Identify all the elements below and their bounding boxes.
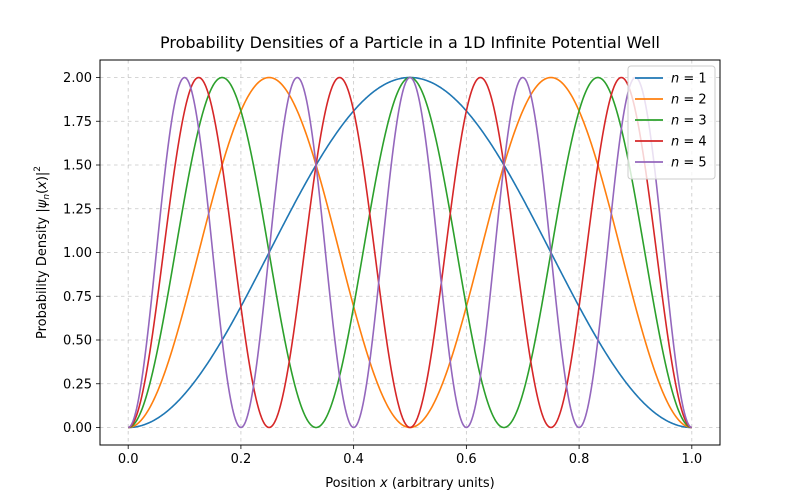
y-axis-title: Probability Density |ψn(x)|2 [33, 166, 52, 339]
legend-label-var: n [671, 72, 679, 87]
chart-title: Probability Densities of a Particle in a… [160, 33, 660, 52]
legend-label-value: = 1 [679, 72, 706, 87]
y-tick-label: 0.50 [63, 334, 92, 349]
legend-box [627, 65, 716, 180]
y-axis-title-sup: 2 [33, 166, 43, 172]
series-lines [127, 76, 693, 429]
y-axis-title-post: )| [35, 172, 50, 181]
y-axis-title-x: x [35, 181, 50, 190]
series-line-n4 [128, 76, 692, 429]
y-tick-label: 1.50 [63, 159, 92, 174]
x-tick-label: 0.0 [118, 452, 139, 467]
legend-label-n3: n = 3 [671, 114, 707, 129]
legend: n = 1n = 2n = 3n = 4n = 5 [627, 65, 716, 180]
x-tick-label: 1.0 [681, 452, 702, 467]
y-tick-label: 0.25 [63, 377, 92, 392]
legend-label-n4: n = 4 [671, 135, 707, 150]
x-tick-label: 0.4 [343, 452, 364, 467]
legend-label-value: = 4 [679, 135, 706, 150]
axis-ticks: 0.0 0.2 0.4 0.6 0.8 1.0 0.00 0.25 0.50 0.75 1.00 1.… [63, 71, 702, 467]
x-axis-title-var: x [379, 476, 388, 491]
y-tick-label: 1.75 [63, 115, 92, 130]
y-tick-label: 1.25 [63, 202, 92, 217]
legend-label-var: n [671, 135, 679, 150]
x-tick-label: 0.6 [456, 452, 477, 467]
legend-label-n2: n = 2 [671, 93, 707, 108]
x-tick-label: 0.8 [569, 452, 590, 467]
x-axis-title: Position x (arbitrary units) [325, 476, 494, 491]
y-tick-label: 0.00 [63, 421, 92, 436]
y-axis-title-psi: ψ [35, 199, 50, 208]
y-axis-title-mid: ( [35, 189, 50, 194]
legend-label-var: n [671, 114, 679, 129]
legend-label-var: n [671, 93, 679, 108]
legend-label-value: = 2 [679, 93, 706, 108]
y-tick-label: 2.00 [63, 71, 92, 86]
legend-label-n1: n = 1 [671, 72, 707, 87]
y-axis-title-pre: Probability Density | [35, 208, 50, 339]
legend-label-var: n [671, 156, 679, 171]
legend-label-n5: n = 5 [671, 156, 707, 171]
x-tick-label: 0.2 [231, 452, 252, 467]
x-axis-title-pre: Position [325, 476, 380, 491]
y-tick-label: 0.75 [63, 290, 92, 305]
series-line-n5 [127, 76, 693, 429]
x-axis-title-post: (arbitrary units) [388, 476, 495, 491]
y-axis-title-sub: n [42, 194, 52, 200]
legend-label-value: = 3 [679, 114, 706, 129]
legend-label-value: = 5 [679, 156, 706, 171]
y-tick-label: 1.00 [63, 246, 92, 261]
